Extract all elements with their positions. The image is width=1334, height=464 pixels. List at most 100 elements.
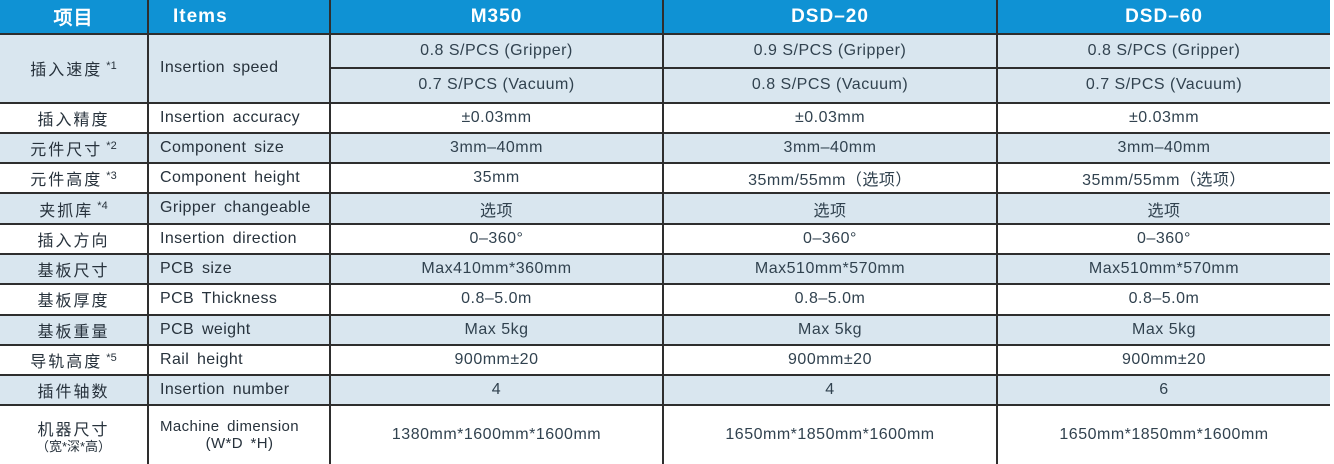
spec-value-m350: 900mm±20 <box>329 343 664 377</box>
spec-value-dsd60: ±0.03mm <box>996 101 1330 134</box>
spec-value-m350: Max 5kg <box>329 313 664 346</box>
label-cn-text: 插入精度 <box>37 111 110 129</box>
spec-value-dsd20: 0.9 S/PCS (Gripper) <box>662 32 998 70</box>
header-row: 项目 Items M350 DSD–20 DSD–60 <box>0 0 1330 35</box>
spec-value-dsd20: ±0.03mm <box>662 101 998 134</box>
spec-value-dsd20: 0.8–5.0m <box>662 283 998 316</box>
row-label-en: Gripper changeable <box>147 192 331 225</box>
spec-value-dsd20: 0.8 S/PCS (Vacuum) <box>662 67 998 104</box>
spec-value-dsd60: 0.8–5.0m <box>996 283 1330 316</box>
label-en-text: Insertion speed <box>160 59 279 77</box>
table-row: 夹抓库 *4 Gripper changeable 选项 选项 选项 <box>0 192 1330 225</box>
label-en-text: Insertion number <box>160 381 290 399</box>
row-label-en: Machine dimension (W*D *H) <box>147 404 331 464</box>
spec-value-dsd60: 0.7 S/PCS (Vacuum) <box>996 67 1330 104</box>
label-en-text: PCB size <box>160 259 232 277</box>
row-label-en: Component height <box>147 162 331 195</box>
table-row: 基板厚度 PCB Thickness 0.8–5.0m 0.8–5.0m 0.8–5.0… <box>0 283 1330 316</box>
spec-value-dsd20: 0–360° <box>662 222 998 256</box>
label-en-text: Rail height <box>160 350 244 368</box>
footnote-marker: *5 <box>106 351 117 364</box>
label-cn-text: 元件尺寸 <box>30 142 103 160</box>
label-cn-text: 插件轴数 <box>37 384 110 402</box>
row-label-cn: 机器尺寸 （宽*深*高） <box>0 404 149 464</box>
spec-value-m350: 3mm–40mm <box>329 131 664 165</box>
table-row: 插件轴数 Insertion number 4 4 6 <box>0 374 1330 407</box>
row-label-cn: 元件尺寸 *2 <box>0 131 149 165</box>
table-row: 导轨高度 *5 Rail height 900mm±20 900mm±20 900mm±2… <box>0 343 1330 377</box>
table-row: 0.7 S/PCS (Vacuum) 0.8 S/PCS (Vacuum) 0.7 … <box>0 67 1330 104</box>
table-row: 基板重量 PCB weight Max 5kg Max 5kg Max 5kg <box>0 313 1330 346</box>
spec-value-dsd60: 0.8 S/PCS (Gripper) <box>996 32 1330 70</box>
column-header-dsd60: DSD–60 <box>996 0 1330 35</box>
label-en-text: Insertion accuracy <box>160 108 301 126</box>
spec-value-dsd60: 35mm/55mm（选项） <box>996 162 1330 195</box>
spec-value-dsd60: Max510mm*570mm <box>996 253 1330 286</box>
column-header-dsd20: DSD–20 <box>662 0 998 35</box>
table-row: 机器尺寸 （宽*深*高） Machine dimension (W*D *H) 1380… <box>0 404 1330 464</box>
spec-value-m350: 1380mm*1600mm*1600mm <box>329 404 664 464</box>
spec-value-dsd20: 1650mm*1850mm*1600mm <box>662 404 998 464</box>
spec-value-m350: Max410mm*360mm <box>329 253 664 286</box>
spec-value-dsd60: 选项 <box>996 192 1330 225</box>
column-header-m350: M350 <box>329 0 664 35</box>
label-cn-text: 基板重量 <box>37 323 110 341</box>
spec-value-m350: 选项 <box>329 192 664 225</box>
row-label-cn: 插件轴数 <box>0 374 149 407</box>
label-cn-text: 导轨高度 <box>30 354 103 372</box>
spec-value-dsd20: 900mm±20 <box>662 343 998 377</box>
label-en-text: Component height <box>160 169 301 187</box>
table-row: 元件尺寸 *2 Component size 3mm–40mm 3mm–40mm 3mm–… <box>0 131 1330 165</box>
column-header-en: Items <box>147 0 331 35</box>
table-row: 元件高度 *3 Component height 35mm 35mm/55mm（选项） 3… <box>0 162 1330 195</box>
row-label-cn: 基板尺寸 <box>0 253 149 286</box>
row-label-cn: 元件高度 *3 <box>0 162 149 195</box>
spec-value-m350: ±0.03mm <box>329 101 664 134</box>
spec-value-dsd60: 3mm–40mm <box>996 131 1330 165</box>
row-label-en: Insertion accuracy <box>147 101 331 134</box>
spec-value-dsd60: Max 5kg <box>996 313 1330 346</box>
row-label-cn: 插入方向 <box>0 222 149 256</box>
footnote-marker: *1 <box>106 59 117 72</box>
label-en-text: Machine dimension <box>160 417 300 435</box>
spec-value-dsd20: Max510mm*570mm <box>662 253 998 286</box>
table-row: 插入精度 Insertion accuracy ±0.03mm ±0.03mm ±0.0… <box>0 101 1330 134</box>
label-cn-text: 插入速度 <box>30 62 103 80</box>
spec-value-m350: 0.8 S/PCS (Gripper) <box>329 32 664 70</box>
row-label-en: Component size <box>147 131 331 165</box>
row-label-en: Insertion speed <box>147 33 331 104</box>
column-header-cn: 项目 <box>0 0 149 35</box>
table-row: 插入方向 Insertion direction 0–360° 0–360° 0–360… <box>0 222 1330 256</box>
label-cn-text: 基板厚度 <box>37 293 110 311</box>
label-cn-subtext: （宽*深*高） <box>35 439 112 455</box>
footnote-marker: *3 <box>106 170 117 182</box>
spec-value-dsd60: 0–360° <box>996 222 1330 256</box>
row-label-cn: 基板重量 <box>0 313 149 346</box>
spec-value-dsd20: 35mm/55mm（选项） <box>662 162 998 195</box>
row-label-cn: 导轨高度 *5 <box>0 343 149 377</box>
footnote-marker: *4 <box>97 200 108 213</box>
table-row: 插入速度 *1 Insertion speed 0.8 S/PCS (Gripper)… <box>0 32 1330 104</box>
label-cn-text: 机器尺寸 <box>37 422 110 440</box>
spec-value-dsd60: 900mm±20 <box>996 343 1330 377</box>
row-label-en: Insertion number <box>147 374 331 407</box>
label-en-text: Insertion direction <box>160 229 297 247</box>
label-en-text: PCB weight <box>160 320 251 338</box>
row-label-en: Rail height <box>147 343 331 377</box>
row-label-en: Insertion direction <box>147 222 331 256</box>
spec-value-m350: 35mm <box>329 162 664 195</box>
label-cn-text: 插入方向 <box>37 232 110 250</box>
row-label-cn: 插入速度 *1 <box>0 33 149 104</box>
row-label-cn: 夹抓库 *4 <box>0 192 149 225</box>
spec-value-dsd20: 4 <box>662 374 998 407</box>
spec-value-m350: 0.7 S/PCS (Vacuum) <box>329 67 664 104</box>
spec-value-dsd20: 选项 <box>662 192 998 225</box>
spec-value-m350: 4 <box>329 374 664 407</box>
spec-value-dsd20: 3mm–40mm <box>662 131 998 165</box>
footnote-marker: *2 <box>106 139 117 152</box>
label-en-text: Gripper changeable <box>160 199 311 217</box>
spec-value-m350: 0–360° <box>329 222 664 256</box>
label-cn-text: 元件高度 <box>30 172 103 190</box>
